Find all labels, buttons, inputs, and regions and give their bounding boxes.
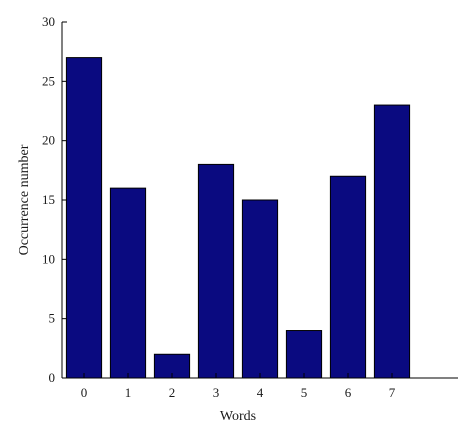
- bar-0: [65, 57, 103, 379]
- y-ticks: 0 5 10 15 20 25 30: [42, 14, 67, 385]
- x-axis-label: Words: [220, 409, 256, 424]
- y-tick-label-20: 20: [42, 133, 55, 148]
- bar-1: [109, 187, 147, 379]
- x-tick-label-0: 0: [81, 385, 88, 400]
- x-ticks: 0 1 2 3 4 5 6 7: [81, 373, 396, 400]
- y-axis-label: Occurrence number: [17, 144, 32, 255]
- bars: [65, 57, 411, 379]
- x-tick-label-1: 1: [125, 385, 132, 400]
- bar-7: [373, 104, 411, 379]
- y-tick-label-15: 15: [42, 192, 55, 207]
- y-tick-label-5: 5: [49, 311, 56, 326]
- bar-3: [197, 163, 235, 379]
- x-tick-label-2: 2: [169, 385, 176, 400]
- x-tick-label-7: 7: [389, 385, 396, 400]
- x-tick-label-4: 4: [257, 385, 264, 400]
- x-tick-label-3: 3: [213, 385, 220, 400]
- y-tick-label-0: 0: [49, 370, 56, 385]
- x-tick-label-6: 6: [345, 385, 352, 400]
- bar-6: [329, 175, 367, 379]
- bar-5: [285, 330, 323, 379]
- x-tick-label-5: 5: [301, 385, 308, 400]
- y-tick-label-10: 10: [42, 251, 55, 266]
- bar-4: [241, 199, 279, 379]
- y-tick-label-25: 25: [42, 73, 55, 88]
- y-tick-label-30: 30: [42, 14, 55, 29]
